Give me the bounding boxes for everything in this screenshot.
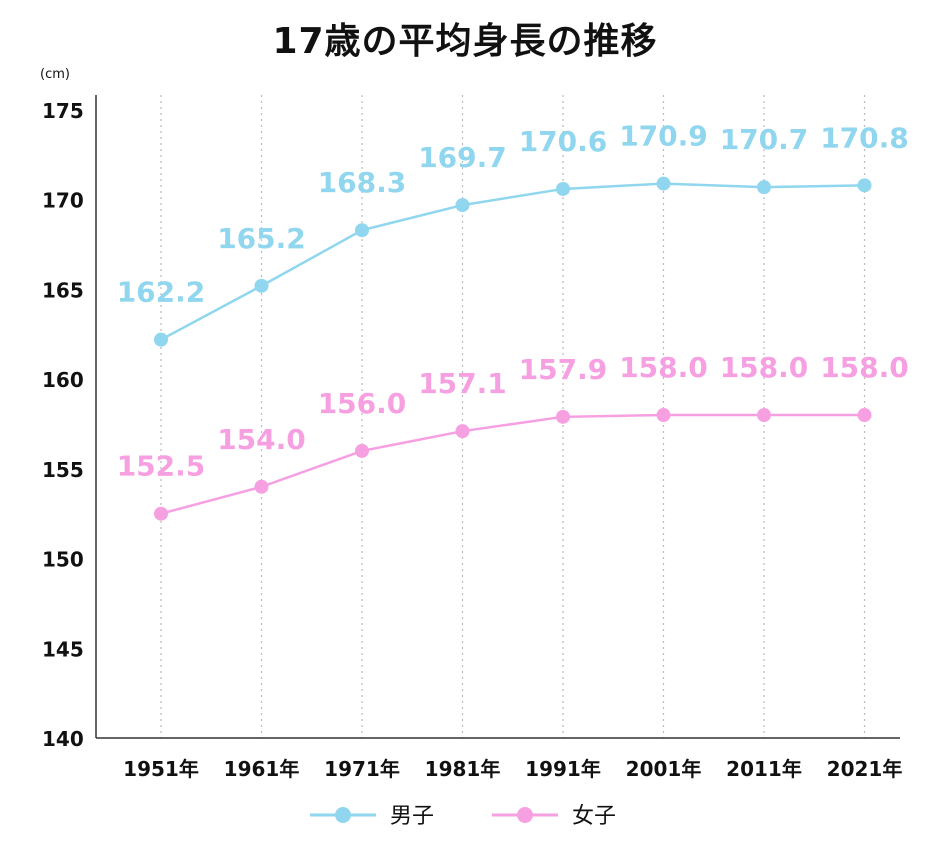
data-label: 168.3 xyxy=(318,166,407,199)
data-label: 170.7 xyxy=(720,123,809,156)
y-tick-label: 170 xyxy=(42,189,84,213)
chart-title-text: 17歳の平均身長の推移 xyxy=(272,21,658,62)
data-point xyxy=(254,479,269,494)
data-point xyxy=(455,198,470,213)
data-label: 170.8 xyxy=(820,121,909,154)
y-tick-label: 140 xyxy=(42,727,84,751)
x-tick-label: 2001年 xyxy=(626,757,702,781)
series-line xyxy=(160,182,865,341)
y-unit-label: (cm) xyxy=(40,67,70,82)
series-line xyxy=(160,413,865,515)
data-point xyxy=(355,223,369,238)
legend-marker xyxy=(517,807,533,823)
data-label: 158.0 xyxy=(720,351,809,384)
x-tick-label: 2021年 xyxy=(827,757,903,781)
x-tick-label: 1961年 xyxy=(224,757,300,781)
data-label: 165.2 xyxy=(217,222,306,255)
data-point xyxy=(757,180,771,195)
data-label: 158.0 xyxy=(619,351,708,384)
data-label: 158.0 xyxy=(820,351,909,384)
legend: 男子 女子 xyxy=(310,804,616,829)
x-tick-labels: 1951年 1961年 1971年 1981年 1991年 2001年 2011年 2021年 xyxy=(123,757,902,781)
data-point xyxy=(455,424,470,439)
data-point xyxy=(254,278,269,293)
y-tick-label: 145 xyxy=(42,637,84,661)
data-label: 169.7 xyxy=(418,141,507,174)
data-point xyxy=(857,178,872,193)
data-label: 156.0 xyxy=(318,387,407,420)
data-point xyxy=(355,443,369,458)
x-tick-label: 1971年 xyxy=(324,757,400,781)
data-point xyxy=(757,408,771,423)
legend-label: 男子 xyxy=(390,804,434,829)
chart-title: 17歳の平均身長の推移 xyxy=(262,12,668,64)
x-tick-label: 1981年 xyxy=(425,757,501,781)
data-point xyxy=(556,181,570,196)
y-tick-label: 155 xyxy=(42,458,84,482)
data-label: 157.1 xyxy=(418,367,507,400)
x-tick-label: 1951年 xyxy=(123,757,199,781)
data-label: 152.5 xyxy=(117,450,206,483)
gridlines xyxy=(160,95,866,738)
x-tick-label: 1991年 xyxy=(525,757,601,781)
data-label: 154.0 xyxy=(217,423,306,456)
data-label: 170.6 xyxy=(519,125,608,158)
data-point xyxy=(154,506,168,521)
data-point xyxy=(656,408,671,423)
y-tick-label: 150 xyxy=(42,548,84,572)
data-label: 170.9 xyxy=(619,120,708,153)
data-point xyxy=(656,176,671,191)
legend-marker xyxy=(335,807,351,823)
data-label: 157.9 xyxy=(519,353,608,386)
y-tick-labels: 175 170 165 160 155 150 145 140 xyxy=(42,99,84,751)
data-label: 162.2 xyxy=(117,276,206,309)
x-tick-label: 2011年 xyxy=(726,757,802,781)
series-group: 162.2 165.2 168.3 169.7 170.6 170.9 170.7 170.8… xyxy=(117,120,909,521)
y-tick-label: 175 xyxy=(42,99,84,123)
data-point xyxy=(154,332,168,347)
y-tick-label: 160 xyxy=(42,368,84,392)
legend-label: 女子 xyxy=(572,804,616,829)
data-point xyxy=(857,408,872,423)
y-tick-label: 165 xyxy=(42,278,84,302)
data-point xyxy=(556,409,570,424)
